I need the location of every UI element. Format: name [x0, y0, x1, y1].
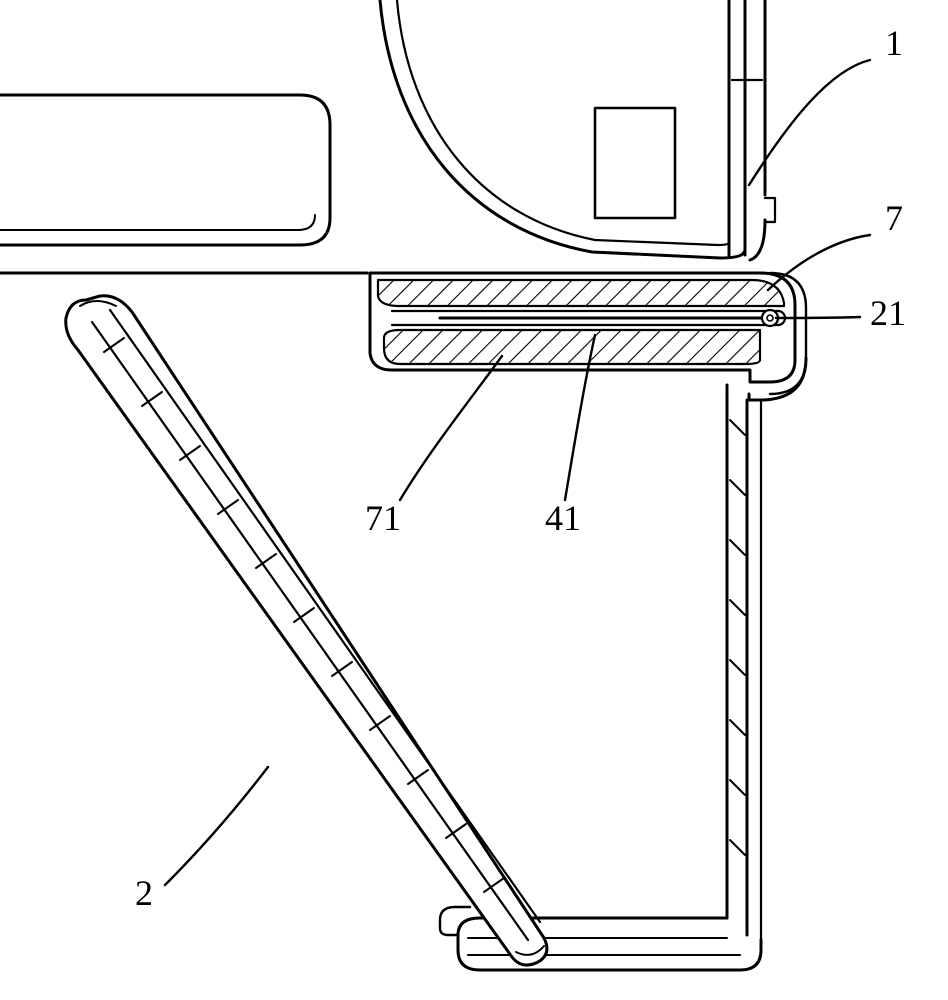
- leader-21: [776, 317, 860, 318]
- leader-1: [749, 60, 870, 185]
- left-cushion: [0, 95, 330, 245]
- label-71: 71: [365, 498, 401, 538]
- leader-71: [400, 356, 502, 500]
- upper-housing: [380, 0, 744, 258]
- label-41: 41: [545, 498, 581, 538]
- leader-2: [165, 767, 268, 885]
- label-7: 7: [885, 198, 903, 238]
- patent-figure: 1 7 21 71 41 2: [0, 0, 948, 1000]
- part-1-vertical-wall: [729, 0, 775, 260]
- part-7-hinge-block: [370, 273, 806, 394]
- part-2-flap: [66, 296, 547, 965]
- label-1: 1: [885, 23, 903, 63]
- part-71-region: [384, 330, 760, 364]
- label-2: 2: [135, 873, 153, 913]
- label-21: 21: [870, 293, 906, 333]
- labels: 1 7 21 71 41 2: [135, 23, 906, 913]
- lower-vertical-panel: [727, 385, 761, 940]
